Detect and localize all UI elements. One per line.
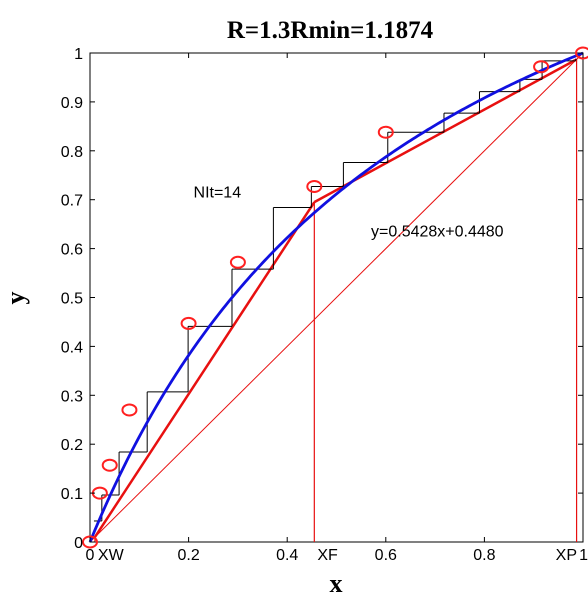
y-tick-label: 0 (74, 535, 83, 552)
equilibrium-curve (88, 51, 584, 543)
x-axis-ticks: 0 0.2 0.4 0.6 0.8 1 XW XF XP (86, 53, 588, 564)
chart-title: R=1.3Rmin=1.1874 (227, 17, 434, 44)
equilibrium-marker-4 (121, 403, 138, 417)
x-tick-label: 0.8 (473, 547, 495, 564)
y-tick-label: 0.9 (61, 95, 83, 112)
equilibrium-curve-path (88, 51, 584, 543)
rectifying-line-equation: y=0.5428x+0.4480 (371, 223, 504, 240)
equilibrium-marker-10 (575, 46, 588, 60)
equilibrium-markers (82, 46, 588, 549)
y-tick-label: 0.4 (61, 339, 83, 356)
x-tick-label: 0 (86, 547, 95, 564)
y-tick-label: 0.3 (61, 388, 83, 405)
y-tick-label: 0.6 (61, 242, 83, 259)
stage-count-label: NIt=14 (194, 184, 242, 201)
x-tick-label: 1 (579, 547, 588, 564)
equilibrium-marker-6 (229, 255, 246, 269)
y-tick-label: 1 (74, 46, 83, 63)
equilibrium-marker-9 (533, 60, 550, 74)
equilibrium-marker-1 (82, 535, 98, 549)
y-tick-label: 0.5 (61, 291, 83, 308)
stripping-operating-line (93, 201, 316, 538)
x-tick-label: 0.4 (276, 547, 298, 564)
y-tick-label: 0.2 (61, 437, 83, 454)
equilibrium-marker-7 (306, 179, 323, 193)
x-marker-label-xf: XF (317, 547, 338, 564)
equilibrium-marker-5 (180, 316, 197, 330)
diagonal-line (89, 52, 584, 543)
x-marker-label-xw: XW (98, 547, 125, 564)
y-axis-label: y (1, 292, 30, 305)
y-tick-label: 0.8 (61, 144, 83, 161)
x-axis-label: x (330, 569, 343, 592)
equilibrium-marker-8 (377, 125, 394, 139)
annotations: NIt=14 y=0.5428x+0.4480 (194, 184, 504, 240)
x-tick-label: 0.2 (177, 547, 199, 564)
equilibrium-marker-3 (101, 458, 118, 472)
y-tick-label: 0.7 (61, 193, 83, 210)
y-axis-ticks: 0 0.1 0.2 0.3 0.4 0.5 0.6 0.7 0.8 0.9 1 (61, 46, 583, 552)
y-tick-label: 0.1 (61, 486, 83, 503)
x-tick-label: 0.6 (375, 547, 397, 564)
x-marker-label-xp: XP (556, 547, 577, 564)
